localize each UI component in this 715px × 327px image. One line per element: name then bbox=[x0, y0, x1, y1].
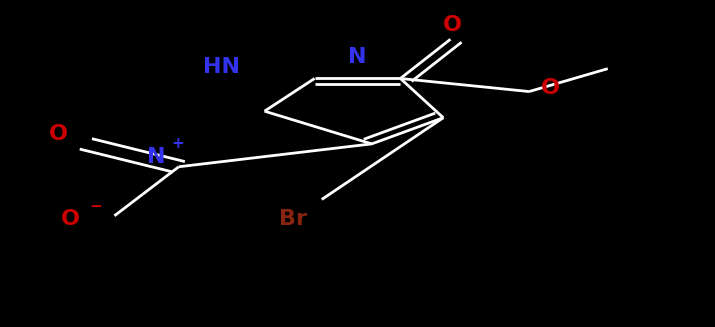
Text: −: − bbox=[89, 199, 102, 214]
Text: O: O bbox=[49, 124, 68, 144]
Text: +: + bbox=[171, 136, 184, 151]
Text: Br: Br bbox=[279, 209, 307, 229]
Text: N: N bbox=[348, 47, 367, 67]
Text: O: O bbox=[443, 14, 461, 35]
Text: O: O bbox=[61, 209, 79, 229]
Text: N: N bbox=[147, 147, 165, 167]
Text: O: O bbox=[541, 78, 560, 98]
Text: HN: HN bbox=[203, 57, 240, 77]
